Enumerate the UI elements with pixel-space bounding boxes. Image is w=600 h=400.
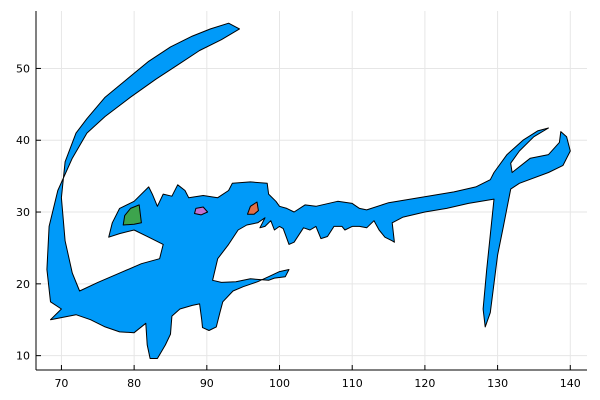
x-tick-label: 80 bbox=[127, 377, 141, 390]
series-shape-1 bbox=[46, 22, 571, 359]
y-tick-label: 20 bbox=[16, 278, 30, 291]
series-shape-4 bbox=[247, 201, 259, 215]
axes bbox=[35, 11, 587, 371]
series-shape-2 bbox=[122, 204, 142, 226]
x-tick-label: 70 bbox=[54, 377, 68, 390]
x-tick-label: 90 bbox=[200, 377, 214, 390]
y-tick-label: 50 bbox=[16, 62, 30, 75]
y-tick-label: 40 bbox=[16, 134, 30, 147]
series-group bbox=[46, 22, 571, 359]
x-tick-label: 120 bbox=[414, 377, 435, 390]
y-tick-label: 30 bbox=[16, 206, 30, 219]
x-tick-label: 140 bbox=[560, 377, 581, 390]
x-tick-label: 110 bbox=[342, 377, 363, 390]
y-tick-label: 10 bbox=[16, 350, 30, 363]
series-shape-3 bbox=[194, 206, 209, 216]
x-tick-label: 130 bbox=[487, 377, 508, 390]
x-tick-label: 100 bbox=[269, 377, 290, 390]
ticks: 70 80 90 100 110 120 130 140 10 20 30 40 50 bbox=[16, 62, 581, 390]
